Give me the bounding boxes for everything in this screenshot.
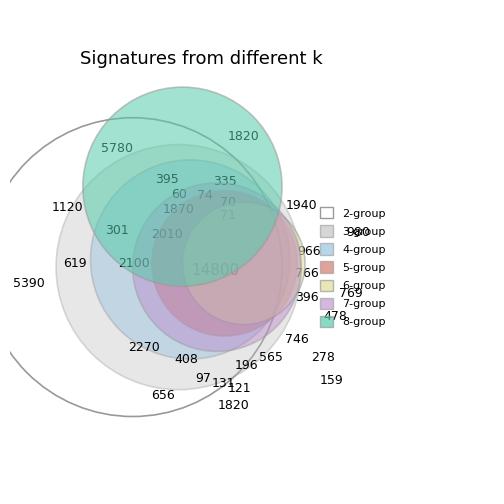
Text: 1940: 1940 (285, 200, 317, 212)
Text: 656: 656 (151, 389, 175, 402)
Text: 60: 60 (171, 188, 186, 201)
Text: 565: 565 (259, 351, 282, 364)
Text: 14800: 14800 (192, 264, 239, 278)
Circle shape (83, 87, 282, 286)
Text: 70: 70 (220, 196, 236, 209)
Text: 766: 766 (295, 267, 319, 280)
Circle shape (152, 191, 297, 336)
Text: 278: 278 (310, 351, 335, 364)
Text: 335: 335 (213, 175, 236, 188)
Text: 121: 121 (228, 382, 251, 395)
Text: 395: 395 (155, 172, 179, 185)
Text: 97: 97 (195, 372, 211, 385)
Text: 966: 966 (297, 245, 321, 258)
Text: 71: 71 (220, 209, 236, 222)
Legend: 2-group, 3-group, 4-group, 5-group, 6-group, 7-group, 8-group: 2-group, 3-group, 4-group, 5-group, 6-gr… (314, 202, 391, 333)
Text: 1870: 1870 (163, 203, 195, 216)
Title: Signatures from different k: Signatures from different k (80, 50, 323, 69)
Text: 74: 74 (198, 190, 213, 203)
Text: 408: 408 (174, 353, 198, 365)
Text: 131: 131 (211, 377, 235, 390)
Text: 1820: 1820 (228, 131, 260, 143)
Text: 1820: 1820 (218, 399, 249, 411)
Text: 301: 301 (105, 224, 129, 237)
Text: 1120: 1120 (52, 201, 83, 214)
Text: 5390: 5390 (14, 278, 45, 290)
Text: 5780: 5780 (101, 142, 134, 155)
Text: 196: 196 (234, 359, 258, 371)
Text: 619: 619 (64, 257, 87, 270)
Text: 980: 980 (347, 226, 370, 239)
Text: 396: 396 (295, 291, 319, 304)
Circle shape (56, 145, 301, 390)
Text: 159: 159 (320, 374, 344, 387)
Text: 2270: 2270 (129, 341, 160, 354)
Text: 746: 746 (285, 334, 309, 346)
Circle shape (91, 160, 290, 359)
Circle shape (182, 202, 305, 325)
Text: 2100: 2100 (118, 257, 150, 270)
Circle shape (133, 183, 301, 351)
Text: 478: 478 (324, 310, 348, 324)
Text: 2010: 2010 (151, 228, 183, 241)
Text: 769: 769 (339, 287, 363, 300)
